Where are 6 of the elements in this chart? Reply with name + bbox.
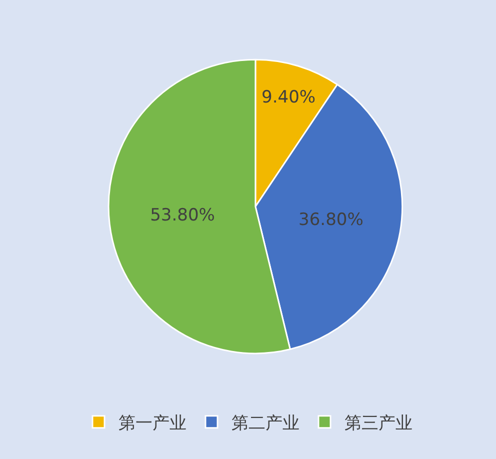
legend-label: 第三产业 [344, 413, 412, 434]
data-label: 9.40% [262, 88, 316, 108]
data-label: 36.80% [298, 210, 364, 230]
data-label: 53.80% [150, 205, 215, 226]
legend-label: 第二产业 [232, 413, 300, 434]
legend-label: 第一产业 [118, 413, 186, 434]
